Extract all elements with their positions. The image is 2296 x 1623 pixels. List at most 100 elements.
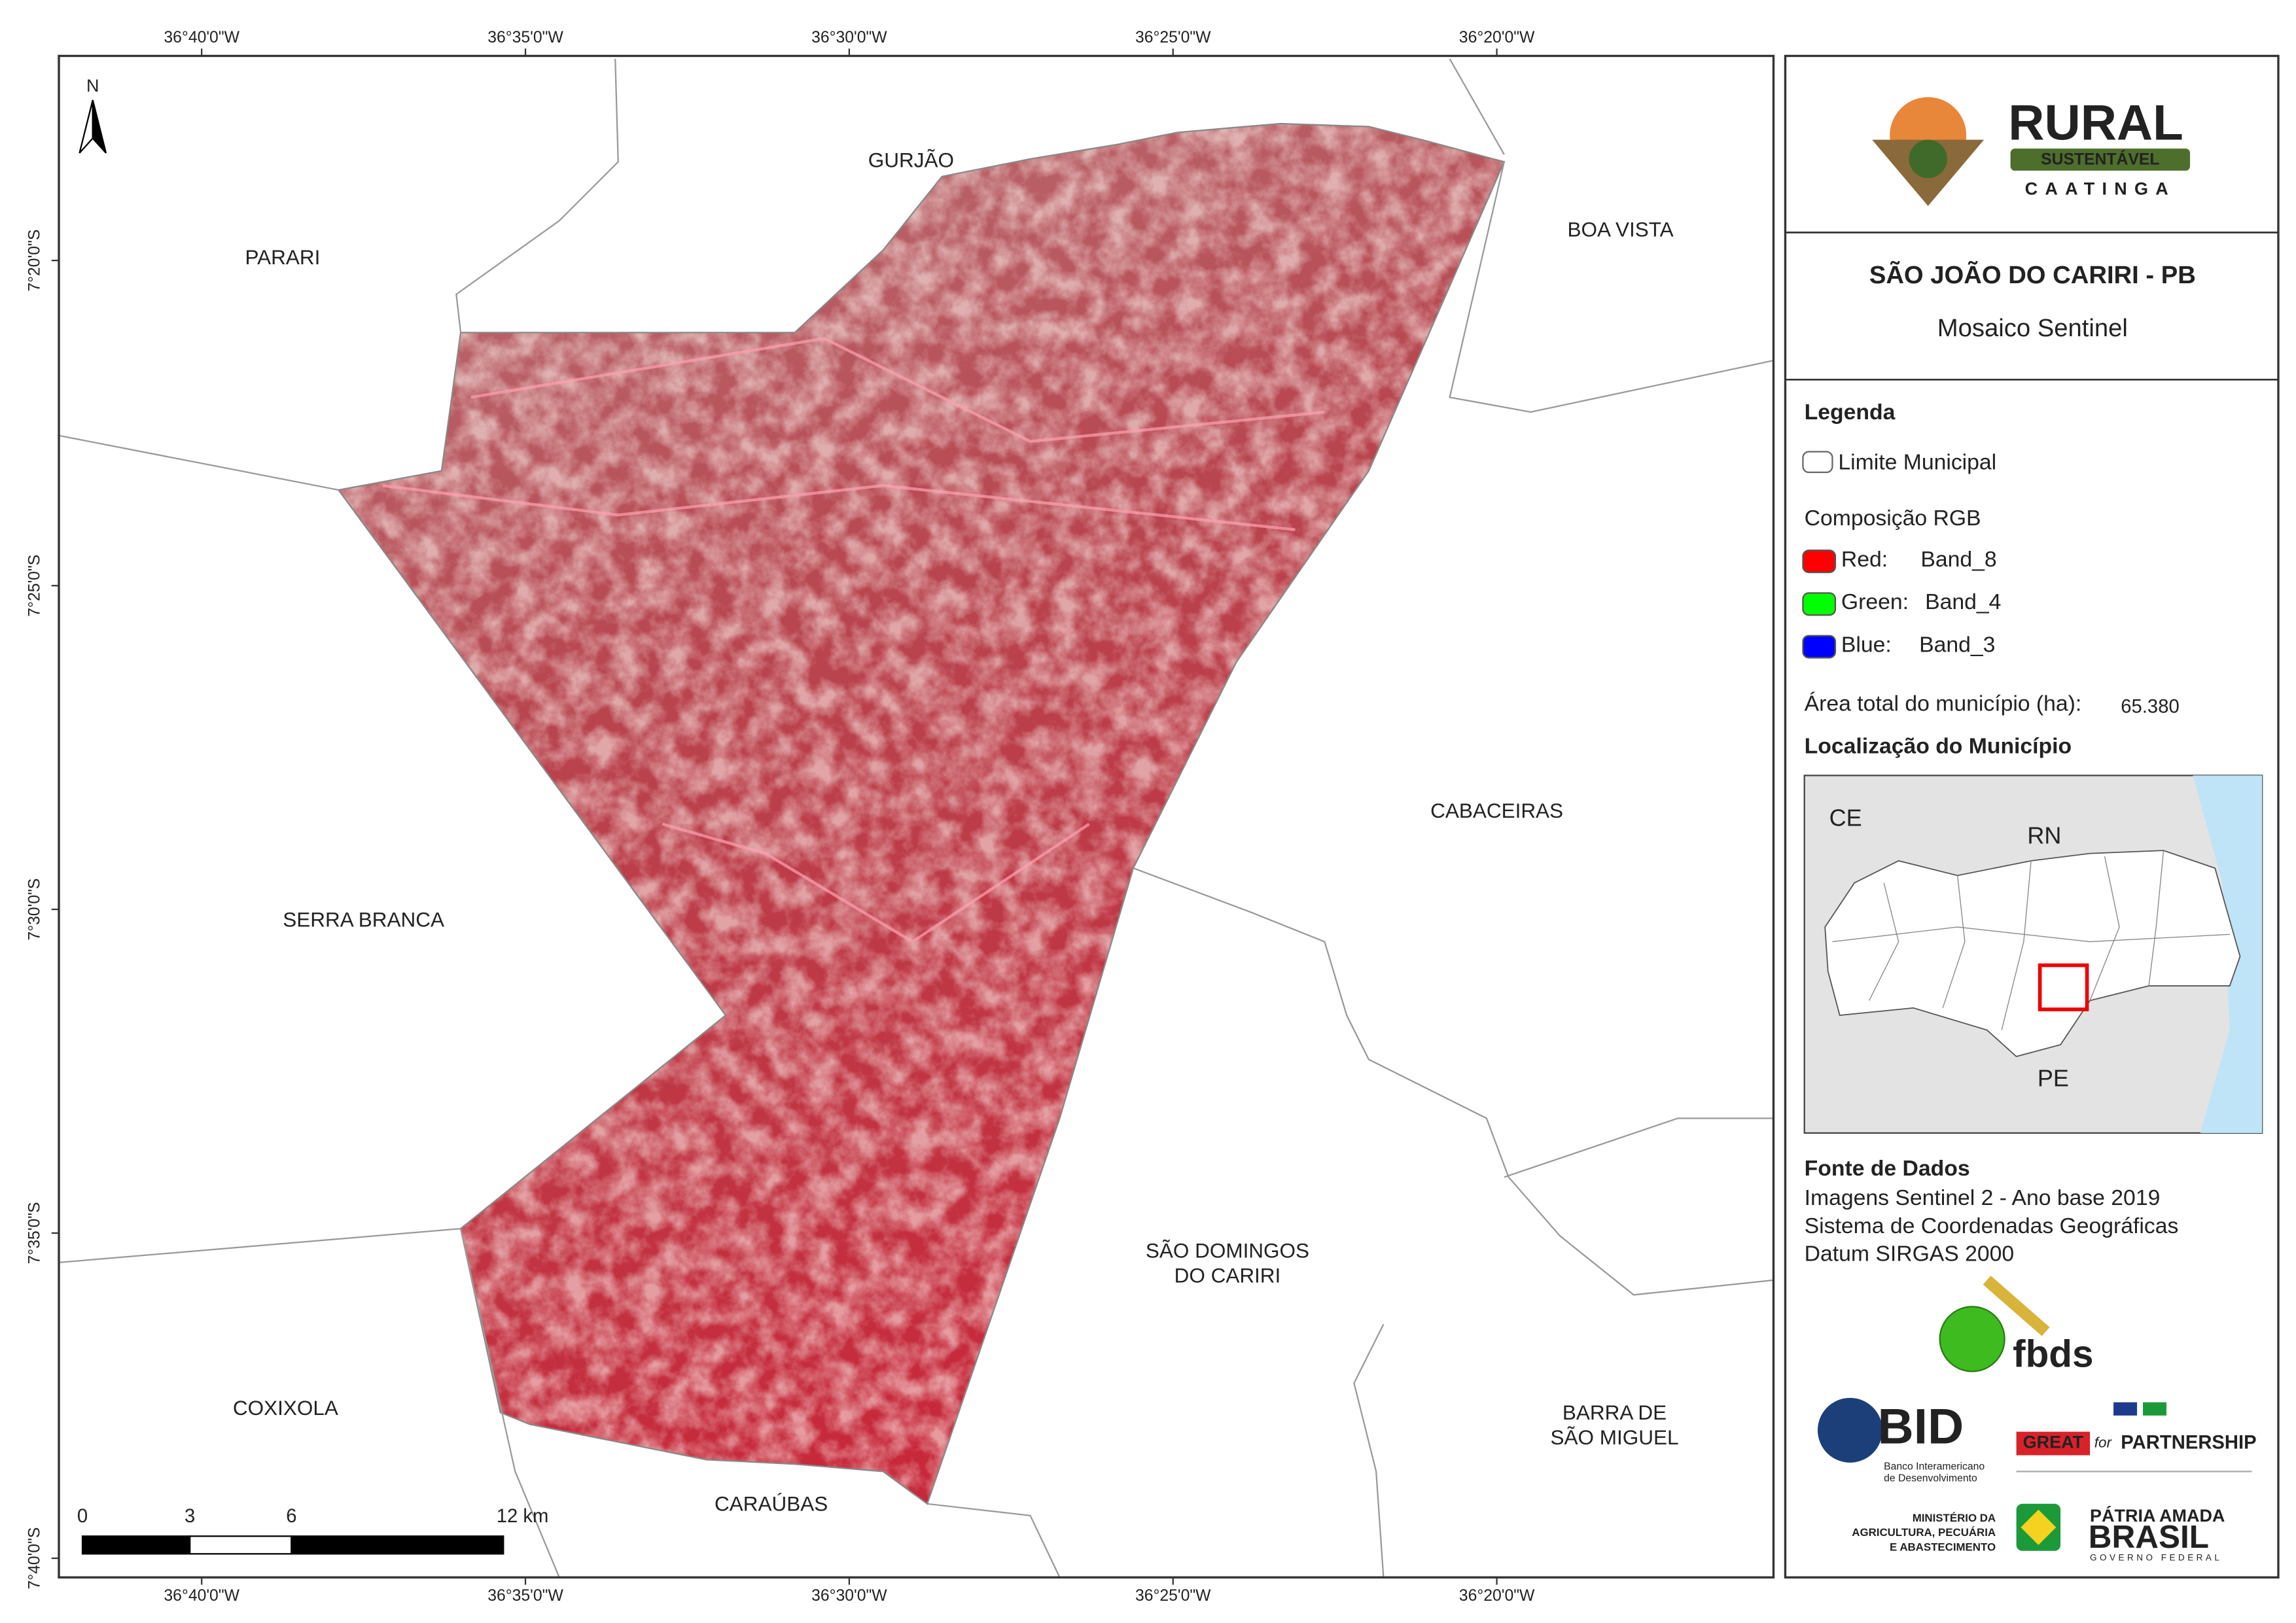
longitude-label: 36°20'0"W bbox=[1459, 1587, 1535, 1605]
municipality-label: CABACEIRAS bbox=[1430, 799, 1563, 822]
logo-caatinga: CAATINGA bbox=[2025, 179, 2176, 198]
source-line: Sistema de Coordenadas Geográficas bbox=[1805, 1213, 2179, 1238]
neighbor-boundary bbox=[1449, 58, 1505, 155]
neighbor-boundary bbox=[1353, 1323, 1385, 1578]
neighbor-boundary bbox=[58, 434, 339, 491]
longitude-label: 36°30'0"W bbox=[811, 1587, 887, 1605]
municipality-label: CARAÚBAS bbox=[715, 1492, 828, 1515]
scale-label: 12 km bbox=[497, 1506, 549, 1527]
area-label: Área total do município (ha): bbox=[1805, 691, 2082, 716]
fbds-text: fbds bbox=[2013, 1333, 2093, 1375]
longitude-label: 36°35'0"W bbox=[487, 29, 563, 46]
neighbor-boundary bbox=[459, 1228, 560, 1578]
legend-heading: Legenda bbox=[1805, 400, 1896, 425]
fbds-ball bbox=[1939, 1306, 2005, 1372]
state-label: PE bbox=[2038, 1065, 2069, 1092]
br-flag bbox=[2143, 1402, 2167, 1416]
municipality-label: DO CARIRI bbox=[1174, 1264, 1281, 1287]
bid-icon bbox=[1817, 1397, 1882, 1463]
longitude-label: 36°40'0"W bbox=[164, 29, 239, 46]
scale-label: 3 bbox=[185, 1506, 195, 1527]
municipality-label: BOA VISTA bbox=[1567, 217, 1673, 241]
map-frame bbox=[58, 54, 1775, 1579]
ministry-line: MINISTÉRIO DA bbox=[1913, 1512, 1996, 1524]
neighbor-boundary bbox=[1449, 162, 1774, 413]
latitude-label: 7°20'0"S bbox=[26, 230, 44, 292]
logo-tree bbox=[1909, 139, 1947, 179]
legend-label: Band_4 bbox=[1925, 589, 2001, 614]
legend-label: Green: bbox=[1841, 589, 1909, 614]
legend-swatch bbox=[1802, 550, 1837, 574]
longitude-label: 36°20'0"W bbox=[1459, 29, 1535, 46]
legend-label: Band_3 bbox=[1919, 632, 1995, 657]
longitude-label: 36°25'0"W bbox=[1135, 29, 1211, 46]
source-line: Imagens Sentinel 2 - Ano base 2019 bbox=[1805, 1185, 2161, 1210]
source-line: Datum SIRGAS 2000 bbox=[1805, 1242, 2014, 1266]
north-arrow bbox=[92, 99, 107, 154]
legend-label: Limite Municipal bbox=[1838, 449, 1996, 474]
state-label: RN bbox=[2027, 822, 2061, 848]
municipality-label: PARARI bbox=[245, 245, 320, 269]
municipality-label: SERRA BRANCA bbox=[283, 907, 444, 931]
brasil-mark-inner bbox=[2021, 1509, 2057, 1545]
legend-swatch bbox=[1802, 592, 1837, 616]
inset-boundary bbox=[2148, 850, 2164, 986]
logo-sustentavel: SUSTENTÁVEL bbox=[2041, 150, 2159, 169]
uk-flag bbox=[2113, 1402, 2138, 1416]
north-label: N bbox=[86, 76, 99, 96]
brasil-patria: PÁTRIA AMADA bbox=[2090, 1505, 2225, 1526]
scale-segment bbox=[81, 1535, 191, 1555]
inset-boundary bbox=[2089, 856, 2120, 1001]
drainage bbox=[382, 484, 1296, 531]
legend-swatch bbox=[1802, 635, 1837, 659]
logo-band bbox=[2010, 148, 2191, 171]
municipality-label: COXIXOLA bbox=[233, 1396, 338, 1420]
brasil-text: BRASIL bbox=[2089, 1519, 2209, 1555]
municipality-label: SÃO MIGUEL bbox=[1551, 1425, 1679, 1449]
scale-segment bbox=[291, 1535, 504, 1555]
legend-label: Blue: bbox=[1841, 632, 1892, 657]
ministry-line: AGRICULTURA, PECUÁRIA bbox=[1852, 1526, 1996, 1539]
title: SÃO JOÃO DO CARIRI - PB bbox=[1869, 260, 2196, 289]
sources-heading: Fonte de Dados bbox=[1805, 1156, 1970, 1181]
drainage bbox=[662, 822, 1090, 944]
subtitle: Mosaico Sentinel bbox=[1937, 314, 2128, 342]
fbds-bar bbox=[1983, 1276, 2050, 1336]
legend-label: Red: bbox=[1841, 547, 1888, 572]
great-box bbox=[2016, 1431, 2091, 1456]
ministry-line: E ABASTECIMENTO bbox=[1890, 1541, 1996, 1554]
latitude-label: 7°30'0"S bbox=[26, 879, 44, 941]
bid-text: BID bbox=[1878, 1399, 1964, 1455]
drainage bbox=[470, 337, 1325, 444]
location-heading: Localização do Município bbox=[1805, 734, 2072, 759]
great-text: GREAT bbox=[2023, 1433, 2084, 1452]
latitude-label: 7°40'0"S bbox=[26, 1527, 44, 1590]
latitude-label: 7°35'0"S bbox=[26, 1202, 44, 1264]
scale-label: 6 bbox=[286, 1506, 296, 1527]
longitude-label: 36°30'0"W bbox=[811, 29, 887, 46]
scale-label: 0 bbox=[77, 1506, 88, 1527]
inset-highlight bbox=[2038, 963, 2089, 1011]
inset-boundary bbox=[1832, 926, 2230, 943]
scale-segment bbox=[189, 1535, 292, 1555]
legend-swatch bbox=[1802, 451, 1833, 474]
inset-state bbox=[1824, 850, 2241, 1058]
great-partnership: PARTNERSHIP bbox=[2121, 1432, 2256, 1453]
bid-name: Banco Interamericano bbox=[1884, 1461, 1985, 1473]
municipality-label: SÃO DOMINGOS bbox=[1146, 1238, 1309, 1262]
neighbor-boundary bbox=[1133, 867, 1774, 1296]
latitude-label: 7°25'0"S bbox=[26, 555, 44, 617]
brasil-governo: GOVERNO FEDERAL bbox=[2090, 1553, 2222, 1563]
state-label: CE bbox=[1829, 804, 1862, 831]
longitude-label: 36°40'0"W bbox=[164, 1587, 239, 1605]
inset-boundary bbox=[2001, 860, 2032, 1030]
legend-label: Band_8 bbox=[1920, 547, 1996, 572]
inset-boundary bbox=[1942, 875, 1966, 1008]
logo-rural: RURAL bbox=[2008, 96, 2183, 151]
inset-boundary bbox=[1869, 882, 1899, 1001]
area-value: 65.380 bbox=[2121, 697, 2179, 718]
neighbor-boundary bbox=[927, 1503, 1061, 1578]
